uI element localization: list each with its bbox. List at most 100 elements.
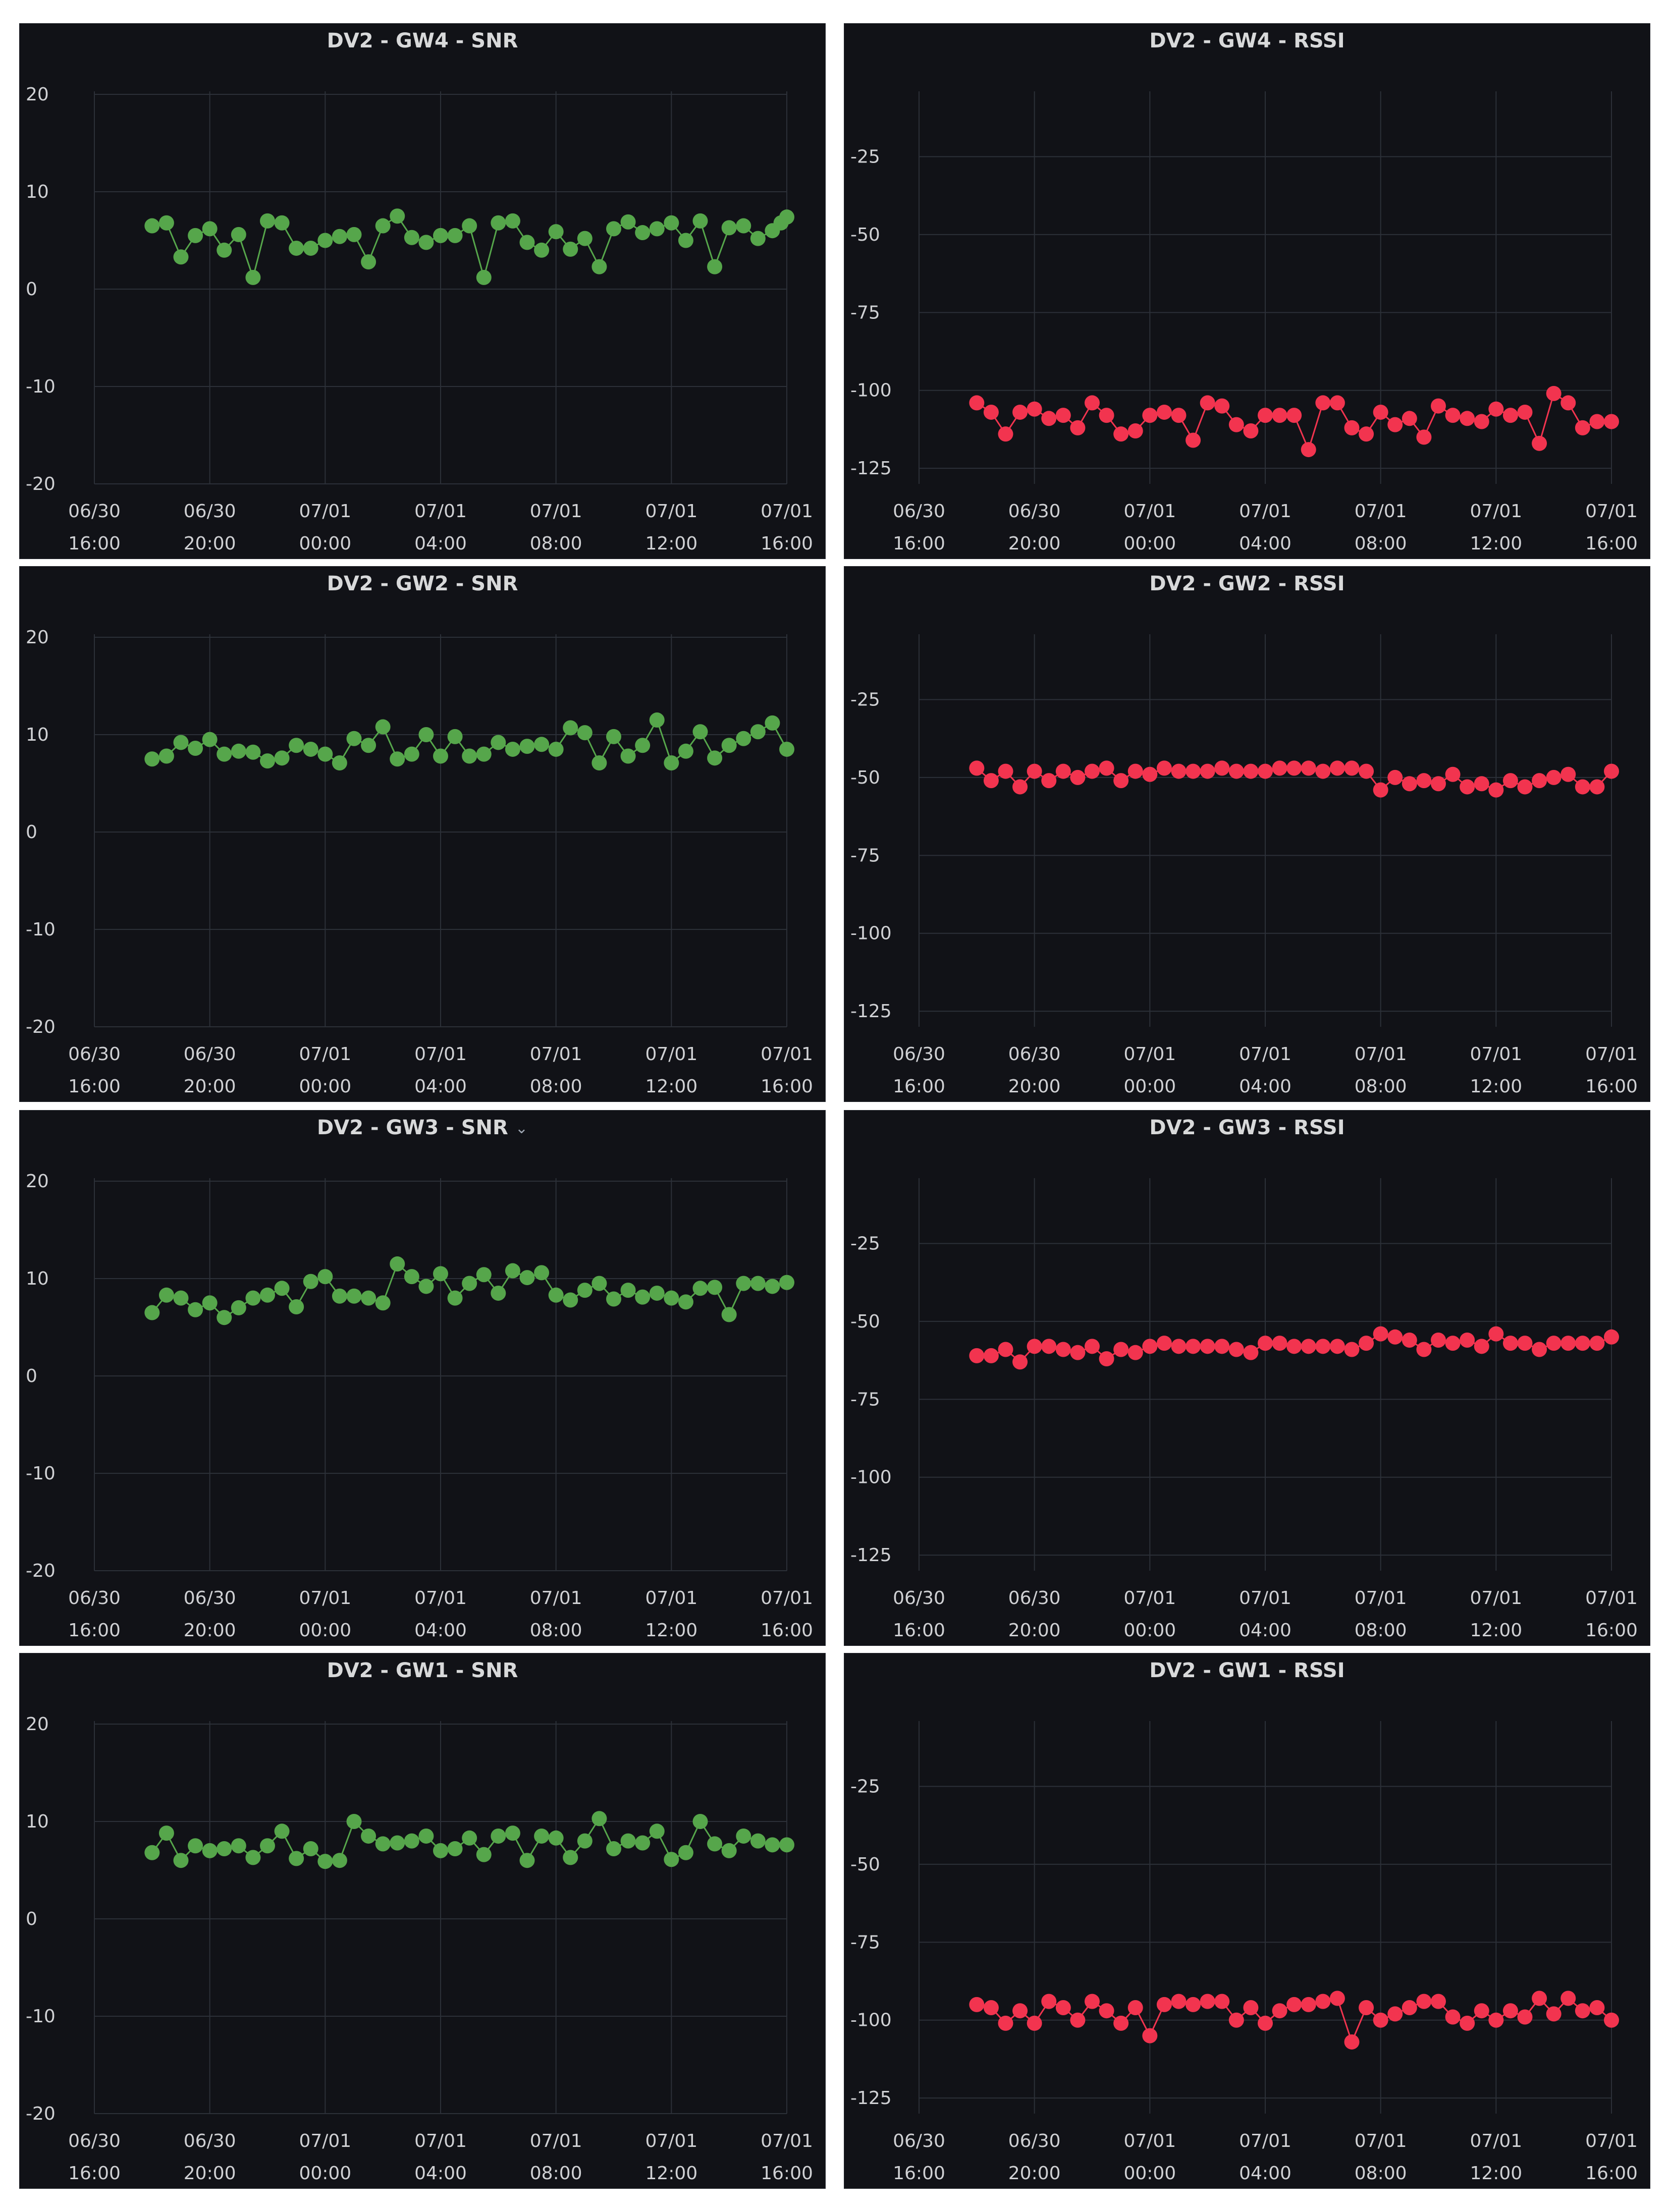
- data-point[interactable]: [462, 748, 477, 764]
- data-point[interactable]: [231, 1838, 246, 1854]
- data-point[interactable]: [577, 1283, 593, 1298]
- data-point[interactable]: [1286, 1997, 1302, 2012]
- data-point[interactable]: [289, 738, 304, 753]
- data-point[interactable]: [606, 1841, 621, 1857]
- data-point[interactable]: [260, 753, 275, 769]
- data-point[interactable]: [1258, 408, 1273, 423]
- data-point[interactable]: [534, 1828, 550, 1844]
- data-point[interactable]: [1560, 1336, 1576, 1351]
- data-point[interactable]: [1546, 1336, 1562, 1351]
- data-point[interactable]: [1142, 1339, 1158, 1354]
- data-point[interactable]: [1460, 1332, 1475, 1348]
- data-point[interactable]: [476, 1267, 492, 1283]
- data-point[interactable]: [707, 1836, 723, 1852]
- data-point[interactable]: [664, 1290, 679, 1306]
- panel-title[interactable]: DV2 - GW2 - RSSI: [844, 569, 1650, 599]
- data-point[interactable]: [620, 1833, 636, 1849]
- data-point[interactable]: [447, 228, 463, 243]
- chart-panel[interactable]: DV2 - GW4 - RSSI -25 -50 -75 -100 -125 06/30 16…: [844, 23, 1650, 559]
- data-point[interactable]: [563, 720, 578, 736]
- data-point[interactable]: [1027, 1339, 1042, 1354]
- data-point[interactable]: [144, 1305, 160, 1320]
- data-point[interactable]: [361, 1828, 376, 1844]
- data-point[interactable]: [1488, 782, 1504, 798]
- data-point[interactable]: [1099, 1351, 1114, 1367]
- data-point[interactable]: [260, 1287, 275, 1303]
- data-point[interactable]: [1604, 763, 1619, 779]
- data-point[interactable]: [1402, 411, 1417, 426]
- data-point[interactable]: [346, 1288, 362, 1304]
- data-point[interactable]: [317, 746, 333, 762]
- data-point[interactable]: [245, 744, 261, 760]
- data-point[interactable]: [1070, 769, 1086, 785]
- data-point[interactable]: [1085, 1994, 1100, 2009]
- data-point[interactable]: [1445, 408, 1461, 423]
- data-point[interactable]: [664, 755, 679, 770]
- data-point[interactable]: [707, 259, 723, 274]
- data-point[interactable]: [1416, 429, 1432, 445]
- data-point[interactable]: [664, 1852, 679, 1867]
- data-point[interactable]: [173, 1290, 189, 1306]
- data-point[interactable]: [620, 748, 636, 764]
- data-point[interactable]: [433, 1266, 448, 1282]
- data-point[interactable]: [1156, 1997, 1172, 2012]
- data-point[interactable]: [1575, 2003, 1590, 2019]
- data-point[interactable]: [1258, 2015, 1273, 2031]
- data-point[interactable]: [1329, 1339, 1345, 1354]
- data-point[interactable]: [1517, 404, 1533, 420]
- chart-panel[interactable]: DV2 - GW1 - SNR 20 10 0 -10 -20 06/30 16:00 06/3…: [19, 1653, 826, 2189]
- data-point[interactable]: [332, 229, 347, 244]
- data-point[interactable]: [534, 1265, 550, 1281]
- data-point[interactable]: [173, 1853, 189, 1868]
- data-point[interactable]: [1502, 1336, 1518, 1351]
- data-point[interactable]: [1532, 435, 1547, 451]
- data-point[interactable]: [765, 1279, 780, 1294]
- data-point[interactable]: [418, 727, 434, 742]
- data-point[interactable]: [1127, 763, 1143, 779]
- data-point[interactable]: [635, 738, 651, 753]
- data-point[interactable]: [245, 269, 261, 285]
- data-point[interactable]: [231, 743, 246, 759]
- data-point[interactable]: [476, 269, 492, 285]
- data-point[interactable]: [433, 748, 448, 764]
- data-point[interactable]: [563, 1292, 578, 1308]
- data-point[interactable]: [375, 218, 391, 234]
- data-point[interactable]: [217, 1310, 232, 1325]
- data-point[interactable]: [217, 746, 232, 762]
- data-point[interactable]: [1575, 779, 1590, 795]
- data-point[interactable]: [534, 737, 550, 752]
- data-point[interactable]: [1560, 395, 1576, 411]
- data-point[interactable]: [1156, 760, 1172, 776]
- data-point[interactable]: [1532, 773, 1547, 789]
- data-point[interactable]: [1431, 398, 1446, 414]
- data-point[interactable]: [1243, 763, 1259, 779]
- data-point[interactable]: [606, 221, 621, 237]
- data-point[interactable]: [779, 741, 794, 757]
- data-point[interactable]: [289, 1299, 304, 1314]
- data-point[interactable]: [447, 1290, 463, 1306]
- data-point[interactable]: [577, 231, 593, 246]
- data-point[interactable]: [1272, 1336, 1287, 1351]
- data-point[interactable]: [361, 254, 376, 269]
- data-point[interactable]: [563, 241, 578, 257]
- data-point[interactable]: [1041, 773, 1057, 789]
- data-point[interactable]: [144, 218, 160, 234]
- data-point[interactable]: [620, 214, 636, 230]
- data-point[interactable]: [188, 1302, 203, 1317]
- data-point[interactable]: [1258, 763, 1273, 779]
- data-point[interactable]: [1214, 1339, 1230, 1354]
- data-point[interactable]: [1344, 1342, 1360, 1357]
- data-point[interactable]: [260, 1838, 275, 1854]
- data-point[interactable]: [678, 743, 693, 759]
- data-point[interactable]: [1055, 2000, 1071, 2016]
- data-point[interactable]: [1113, 2015, 1129, 2031]
- data-point[interactable]: [1604, 2012, 1619, 2028]
- data-point[interactable]: [1127, 423, 1143, 439]
- data-point[interactable]: [260, 213, 275, 229]
- data-point[interactable]: [462, 1830, 477, 1846]
- data-point[interactable]: [649, 221, 665, 237]
- data-point[interactable]: [1142, 408, 1158, 423]
- data-point[interactable]: [317, 1854, 333, 1869]
- data-point[interactable]: [1214, 1994, 1230, 2009]
- panel-title[interactable]: DV2 - GW3 - RSSI: [844, 1113, 1650, 1143]
